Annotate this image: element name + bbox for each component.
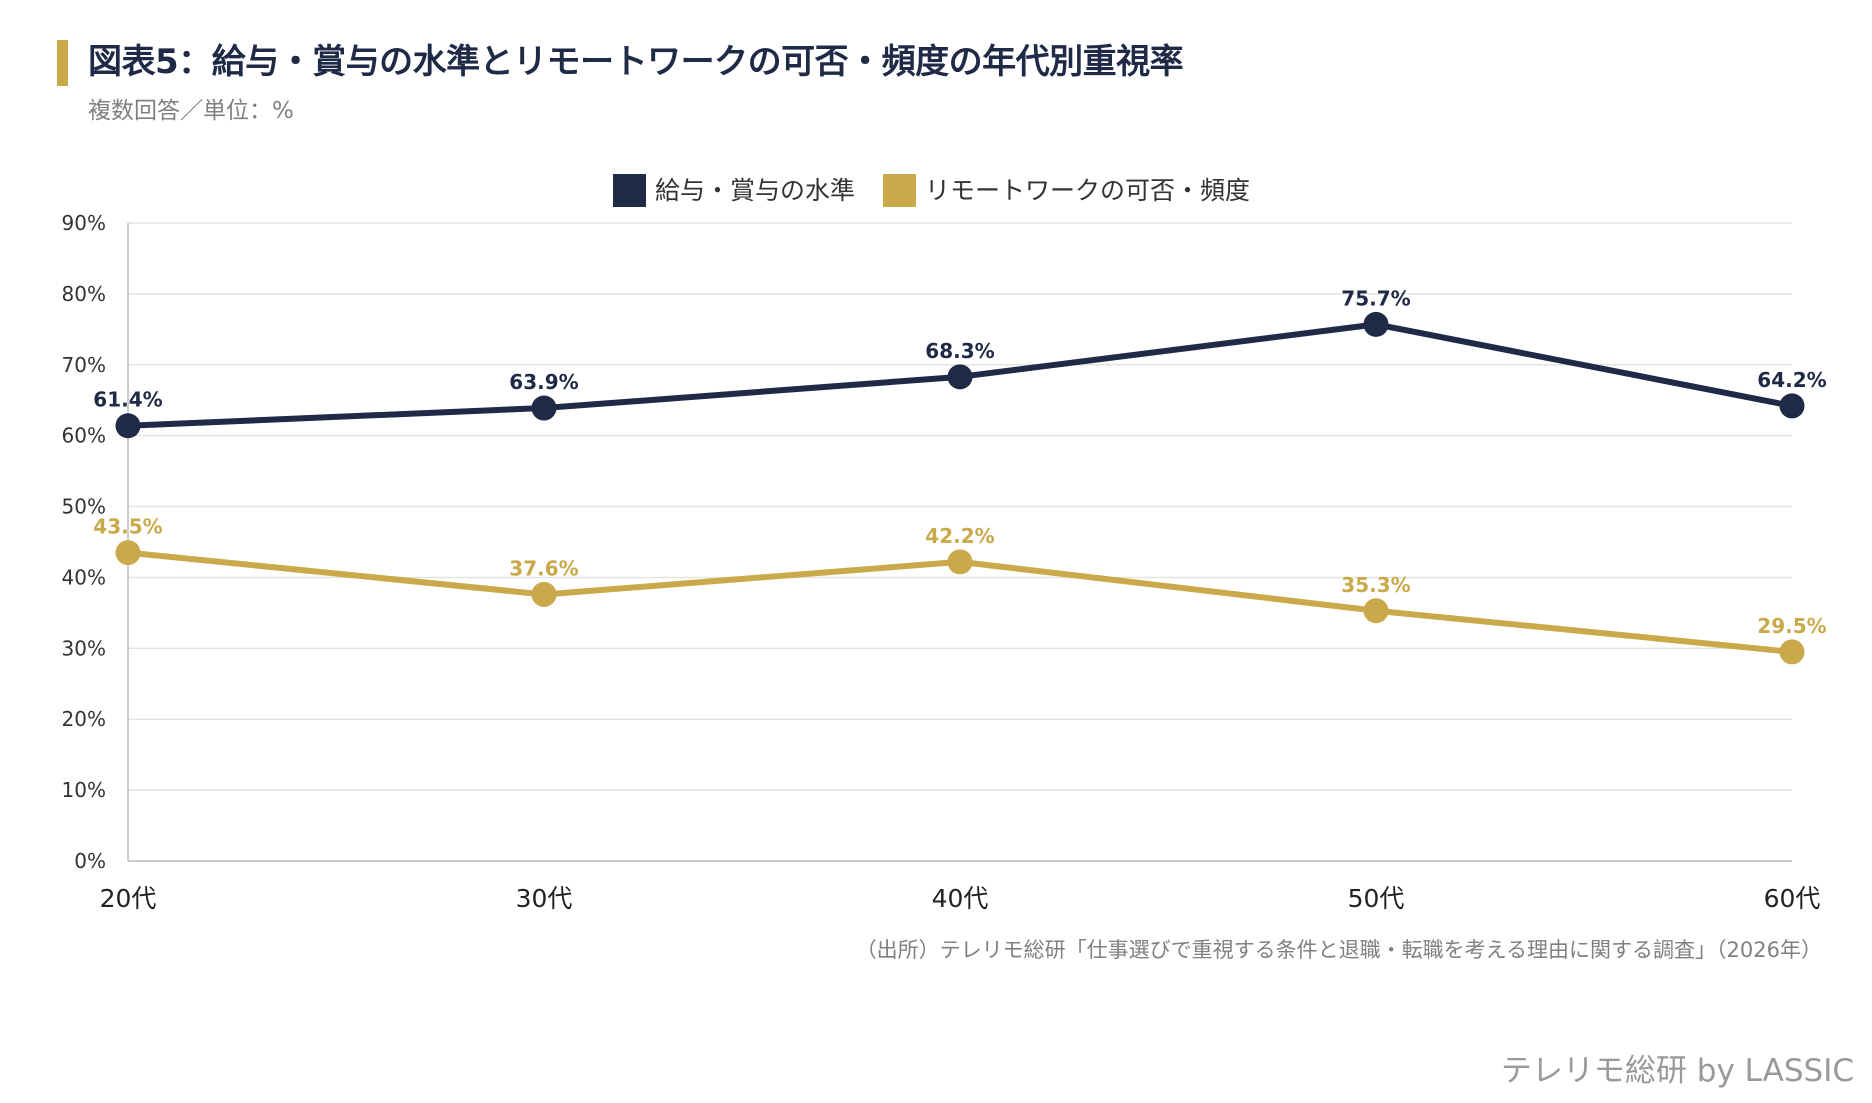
data-point [1779, 639, 1805, 665]
page-title: 図表5：給与・賞与の水準とリモートワークの可否・頻度の年代別重視率 [88, 42, 1184, 82]
legend-label: 給与・賞与の水準 [655, 176, 855, 205]
data-point [531, 395, 557, 421]
y-tick-label: 70% [62, 353, 106, 377]
data-label: 42.2% [925, 524, 994, 548]
x-tick-label: 40代 [932, 884, 989, 913]
data-label: 37.6% [509, 556, 578, 580]
data-point [115, 540, 141, 566]
y-tick-label: 60% [62, 424, 106, 448]
data-point [1363, 311, 1389, 337]
data-point [947, 549, 973, 575]
y-tick-label: 80% [62, 282, 106, 306]
source-note: （出所）テレリモ総研「仕事選びで重視する条件と退職・転職を考える理由に関する調査… [855, 938, 1822, 962]
brand-credit: テレリモ総研 by LASSIC [1500, 1053, 1854, 1089]
legend-label: リモートワークの可否・頻度 [925, 176, 1250, 205]
data-label: 64.2% [1757, 368, 1826, 392]
x-tick-label: 60代 [1764, 884, 1821, 913]
data-label: 63.9% [509, 370, 578, 394]
data-label: 68.3% [925, 339, 994, 363]
data-label: 75.7% [1341, 286, 1410, 310]
x-tick-label: 20代 [100, 884, 157, 913]
data-point [1779, 393, 1805, 419]
y-tick-label: 30% [62, 636, 106, 660]
data-label: 43.5% [93, 515, 162, 539]
data-label: 29.5% [1757, 614, 1826, 638]
data-point [947, 364, 973, 390]
legend-swatch [613, 174, 646, 207]
page-subtitle: 複数回答／単位：% [88, 98, 294, 124]
y-tick-label: 10% [62, 778, 106, 802]
data-point [531, 581, 557, 607]
y-tick-label: 0% [74, 849, 106, 873]
legend-swatch [883, 174, 916, 207]
data-label: 61.4% [93, 388, 162, 412]
x-tick-label: 50代 [1348, 884, 1405, 913]
y-tick-label: 90% [62, 211, 106, 235]
x-tick-label: 30代 [516, 884, 573, 913]
title-accent-bar [57, 40, 68, 86]
y-tick-label: 50% [62, 495, 106, 519]
data-point [115, 413, 141, 439]
data-label: 35.3% [1341, 573, 1410, 597]
data-point [1363, 598, 1389, 624]
y-tick-label: 20% [62, 707, 106, 731]
y-tick-label: 40% [62, 565, 106, 589]
